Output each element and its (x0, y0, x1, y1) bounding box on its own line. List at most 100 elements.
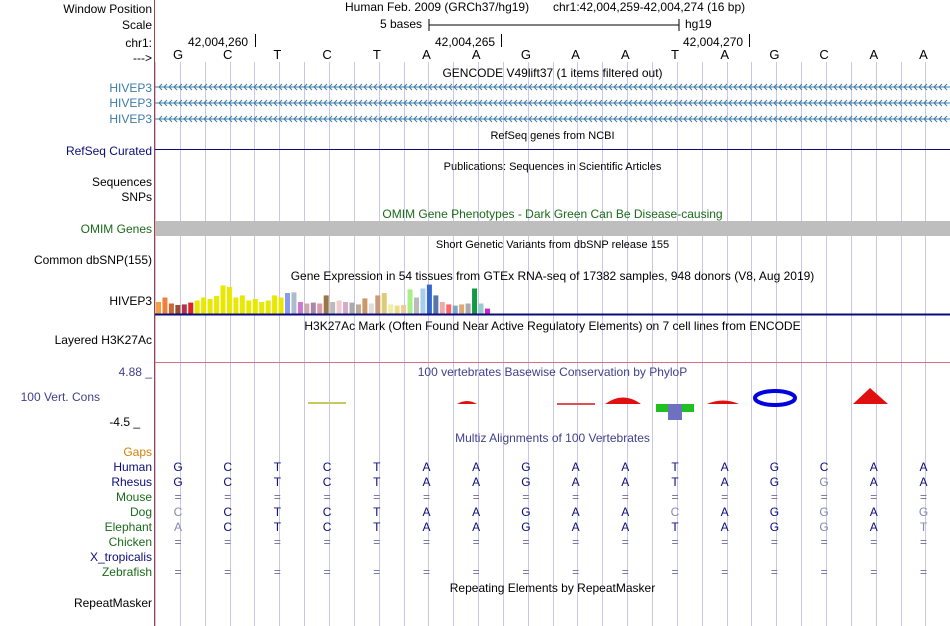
gtex-chart[interactable] (155, 283, 950, 317)
gtex-tissue-bar[interactable] (426, 284, 432, 314)
sequence-base[interactable]: T (671, 47, 679, 62)
omim-track-label[interactable]: OMIM Genes (80, 222, 152, 236)
gtex-tissue-bar[interactable] (401, 305, 407, 314)
gtex-tissue-bar[interactable] (368, 303, 374, 315)
sequence-base[interactable]: A (919, 47, 928, 62)
scale-label[interactable]: Scale (121, 18, 152, 32)
species-label[interactable]: Rhesus (111, 475, 152, 489)
sequence-base[interactable]: A (571, 47, 580, 62)
gtex-tissue-bar[interactable] (330, 302, 336, 314)
gtex-tissue-bar[interactable] (272, 295, 278, 314)
gtex-tissue-bar[interactable] (446, 304, 452, 314)
gtex-tissue-bar[interactable] (291, 292, 297, 314)
refseq-line[interactable] (155, 149, 950, 150)
strand-label[interactable]: ---> (133, 51, 152, 65)
gencode-item-label[interactable]: HIVEP3 (109, 112, 152, 126)
repeatmasker-track-label[interactable]: RepeatMasker (73, 596, 152, 610)
gtex-tissue-bar[interactable] (420, 288, 426, 315)
gencode-features[interactable] (155, 80, 950, 126)
sequence-base[interactable]: A (620, 47, 630, 62)
gtex-tissue-bar[interactable] (317, 303, 323, 315)
gtex-tissue-bar[interactable] (349, 302, 355, 314)
omim-feature-bar[interactable] (155, 221, 950, 236)
gtex-tissue-bar[interactable] (181, 304, 187, 314)
gtex-tissue-bar[interactable] (439, 302, 445, 314)
sequence-base[interactable]: G (172, 47, 184, 62)
gtex-tissue-bar[interactable] (414, 297, 419, 315)
gtex-tissue-bar[interactable] (336, 300, 342, 315)
gtex-tissue-bar[interactable] (175, 305, 181, 314)
gtex-tissue-bar[interactable] (201, 297, 207, 315)
gtex-tissue-bar[interactable] (265, 300, 271, 315)
sequence-base[interactable]: T (273, 47, 282, 62)
gencode-item-label[interactable]: HIVEP3 (109, 81, 152, 95)
gtex-tissue-bar[interactable] (304, 303, 310, 315)
gtex-tissue-bar[interactable] (194, 300, 200, 315)
gtex-tissue-bar[interactable] (278, 297, 284, 315)
gtex-tissue-bar[interactable] (259, 302, 265, 314)
gtex-tissue-bar[interactable] (343, 302, 349, 314)
gtex-tissue-bar[interactable] (452, 305, 458, 314)
publications-sequences-label[interactable]: Sequences (91, 175, 152, 189)
gtex-tissue-bar[interactable] (355, 304, 361, 314)
chrom-label[interactable]: chr1: (125, 36, 152, 50)
species-label[interactable]: Dog (129, 505, 152, 519)
gtex-tissue-bar[interactable] (394, 305, 400, 314)
sequence-base[interactable]: C (819, 47, 829, 62)
gtex-tissue-bar[interactable] (220, 285, 226, 315)
gtex-tissue-bar[interactable] (233, 297, 239, 315)
gtex-tissue-bar[interactable] (285, 293, 290, 314)
gtex-track-label[interactable]: HIVEP3 (109, 294, 152, 308)
species-label[interactable]: Zebrafish (101, 565, 152, 579)
sequence-base[interactable]: C (222, 47, 233, 62)
species-label[interactable]: Elephant (104, 520, 152, 534)
gtex-tissue-bar[interactable] (484, 308, 490, 314)
h3k27ac-track-label[interactable]: Layered H3K27Ac (54, 333, 152, 347)
gtex-tissue-bar[interactable] (472, 288, 478, 315)
dbsnp-track-label[interactable]: Common dbSNP(155) (33, 253, 152, 267)
gtex-tissue-bar[interactable] (375, 295, 381, 314)
gtex-tissue-bar[interactable] (433, 295, 439, 314)
sequence-base[interactable]: C (322, 47, 332, 62)
sequence-base[interactable]: G (769, 47, 780, 62)
gtex-tissue-bar[interactable] (168, 303, 174, 315)
sequence-base[interactable]: A (869, 47, 879, 62)
gtex-tissue-bar[interactable] (388, 304, 394, 314)
gtex-tissue-bar[interactable] (246, 300, 252, 315)
gtex-tissue-bar[interactable] (252, 299, 258, 314)
gtex-tissue-bar[interactable] (465, 303, 471, 315)
species-label[interactable]: Human (113, 460, 152, 474)
sequence-base[interactable]: A (720, 47, 730, 62)
publications-snps-label[interactable]: SNPs (121, 190, 152, 204)
phylop-mark (853, 388, 888, 404)
gtex-tissue-bar[interactable] (226, 287, 232, 314)
species-label[interactable]: Chicken (108, 535, 152, 549)
window-position-label[interactable]: Window Position (63, 2, 152, 16)
gencode-item-label[interactable]: HIVEP3 (109, 96, 152, 110)
sequence-base[interactable]: T (372, 47, 381, 62)
gtex-tissue-bar[interactable] (362, 298, 368, 314)
gtex-tissue-bar[interactable] (297, 302, 303, 314)
species-label[interactable]: Mouse (115, 490, 152, 504)
gtex-tissue-bar[interactable] (478, 303, 484, 315)
phylop-track-label[interactable]: 100 Vert. Cons (20, 390, 100, 404)
gtex-tissue-bar[interactable] (207, 299, 213, 314)
sequence-base[interactable]: G (520, 47, 531, 62)
gtex-tissue-bar[interactable] (156, 302, 161, 314)
gtex-tissue-bar[interactable] (459, 304, 465, 314)
sequence-base[interactable]: A (422, 47, 431, 62)
phylop-graph[interactable] (155, 382, 950, 426)
gtex-tissue-bar[interactable] (239, 295, 245, 314)
gtex-tissue-bar[interactable] (214, 296, 220, 314)
sequence-base[interactable]: A (471, 47, 481, 62)
gtex-tissue-bar[interactable] (310, 302, 316, 314)
alignment-base: = (323, 490, 331, 504)
gtex-tissue-bar[interactable] (407, 289, 413, 314)
gtex-tissue-bar[interactable] (162, 297, 168, 315)
browser-image-area[interactable]: Human Feb. 2009 (GRCh37/hg19) chr1:42,00… (155, 0, 950, 626)
species-label[interactable]: X_tropicalis (89, 550, 152, 564)
gtex-tissue-bar[interactable] (381, 293, 387, 314)
gtex-tissue-bar[interactable] (323, 295, 329, 314)
refseq-track-label[interactable]: RefSeq Curated (65, 144, 152, 158)
gtex-tissue-bar[interactable] (188, 302, 194, 314)
